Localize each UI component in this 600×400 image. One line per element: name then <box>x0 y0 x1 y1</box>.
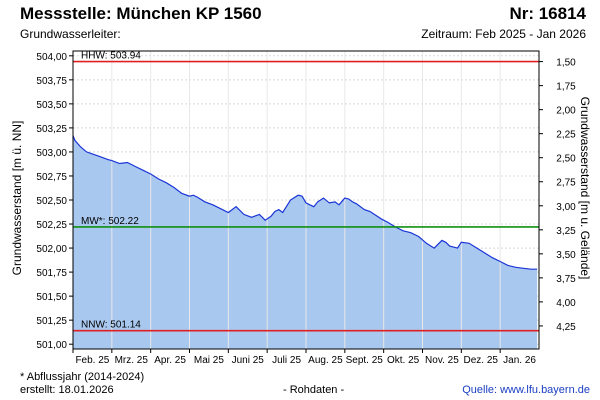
x-tick-label: Dez. 25 <box>464 355 499 366</box>
created-date: erstellt: 18.01.2026 <box>20 384 114 396</box>
y-axis-label: Grundwasserstand [m ü. NN] <box>10 121 24 276</box>
y2-tick-label: 1,50 <box>556 58 576 69</box>
y-tick-label: 504,00 <box>36 52 67 63</box>
y-tick-label: 501,00 <box>36 340 67 351</box>
page-title: Messstelle: München KP 1560 <box>20 4 262 23</box>
y-tick-label: 501,75 <box>36 268 67 279</box>
y-tick-label: 502,75 <box>36 172 67 183</box>
nnw-label: NNW: 501.14 <box>81 320 141 331</box>
x-tick-label: Jan. 26 <box>503 355 536 366</box>
x-tick-label: Okt. 25 <box>387 355 420 366</box>
footnote: * Abflussjahr (2014-2024) <box>20 371 145 383</box>
x-tick-label: Aug. 25 <box>308 355 343 366</box>
y-tick-label: 502,50 <box>36 196 67 207</box>
y2-tick-label: 4,00 <box>556 298 576 309</box>
y-tick-label: 503,00 <box>36 148 67 159</box>
plot-border <box>72 50 540 350</box>
period-label: Zeitraum: Feb 2025 - Jan 2026 <box>421 27 586 41</box>
y2-tick-label: 1,75 <box>556 82 576 93</box>
x-tick-label: Mrz. 25 <box>115 355 149 366</box>
hhw-label: HHW: 503.94 <box>81 51 141 62</box>
series-line <box>72 135 538 270</box>
x-tick-label: Sept. 25 <box>346 355 384 366</box>
y2-tick-label: 2,50 <box>556 154 576 165</box>
x-tick-label: Juni 25 <box>232 355 265 366</box>
x-tick-label: Juli 25 <box>272 355 301 366</box>
y2-tick-label: 4,25 <box>556 322 576 333</box>
x-tick-label: Feb. 25 <box>75 355 109 366</box>
aquifer-label: Grundwasserleiter: <box>20 27 121 41</box>
y2-tick-label: 2,25 <box>556 130 576 141</box>
y-tick-label: 503,75 <box>36 76 67 87</box>
y-tick-label: 501,25 <box>36 316 67 327</box>
y-tick-label: 502,25 <box>36 220 67 231</box>
y-tick-label: 501,50 <box>36 292 67 303</box>
rawdata-label: - Rohdaten - <box>283 384 345 396</box>
y2-tick-label: 3,00 <box>556 202 576 213</box>
source-link[interactable]: Quelle: www.lfu.bayern.de <box>462 384 590 396</box>
x-tick-label: Mai 25 <box>194 355 224 366</box>
y2-tick-label: 3,25 <box>556 226 576 237</box>
x-tick-label: Nov. 25 <box>425 355 459 366</box>
y2-tick-label: 2,00 <box>556 106 576 117</box>
y-tick-label: 503,25 <box>36 124 67 135</box>
y2-tick-label: 3,75 <box>556 274 576 285</box>
y2-tick-label: 3,50 <box>556 250 576 261</box>
x-tick-label: Apr. 25 <box>154 355 186 366</box>
y2-tick-label: 2,75 <box>556 178 576 189</box>
y-tick-label: 502,00 <box>36 244 67 255</box>
mw-label: MW*: 502.22 <box>81 216 139 227</box>
y2-axis-label: Grundwasserstand [m u. Gelände] <box>578 97 592 280</box>
station-number: Nr: 16814 <box>509 4 586 23</box>
y-tick-label: 503,50 <box>36 100 67 111</box>
